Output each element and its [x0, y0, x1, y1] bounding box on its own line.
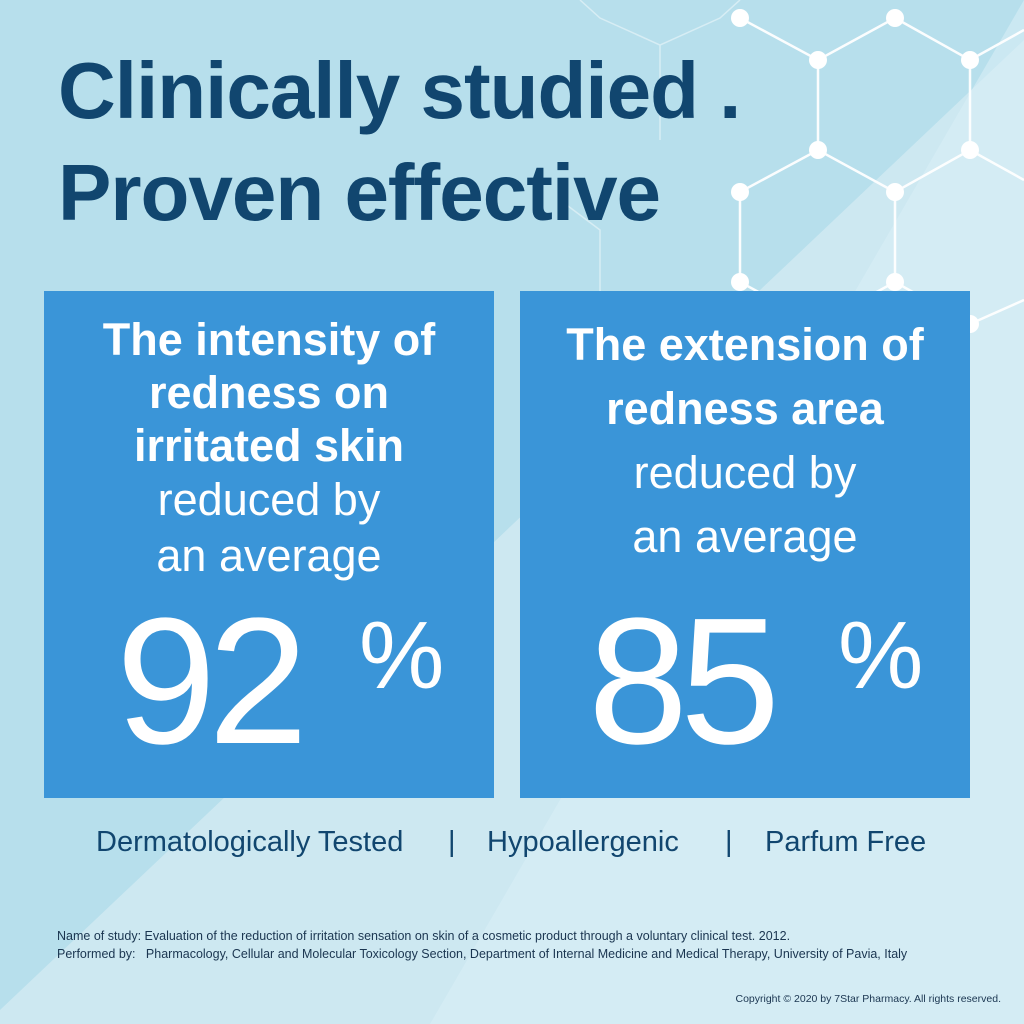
- feature-item: Dermatologically Tested: [96, 826, 404, 858]
- card-bold-line: redness on: [148, 367, 390, 418]
- card-bold-line: irritated skin: [133, 420, 405, 471]
- stat-unit: %: [838, 602, 924, 709]
- stat-value-wrapper-extension: 85 %: [520, 291, 970, 798]
- stat-card-extension: The extension of redness area reduced by…: [520, 291, 970, 798]
- study-performer: Performed by: Pharmacology, Cellular and…: [57, 947, 908, 961]
- stat-value: 92: [116, 581, 308, 782]
- feature-separator: |: [725, 826, 733, 858]
- feature-item: Parfum Free: [765, 826, 927, 858]
- card-light-line: reduced by: [157, 474, 381, 525]
- feature-separator: |: [448, 826, 456, 858]
- stat-unit: %: [359, 602, 445, 709]
- card-light-line: reduced by: [633, 447, 857, 498]
- copyright-notice: Copyright © 2020 by 7Star Pharmacy. All …: [735, 993, 1002, 1005]
- card-light-line: an average: [632, 511, 858, 562]
- card-light-line: an average: [156, 530, 382, 581]
- study-name: Name of study: Evaluation of the reducti…: [57, 929, 791, 943]
- feature-item: Hypoallergenic: [487, 826, 679, 858]
- stat-card-intensity: The intensity of redness on irritated sk…: [44, 291, 494, 798]
- study-footnote: Name of study: Evaluation of the reducti…: [57, 927, 907, 963]
- card-bold-line: redness area: [606, 383, 884, 434]
- headline-line-1: Clinically studied .: [58, 46, 741, 135]
- stat-value: 85: [588, 581, 780, 782]
- stat-card-description: The extension of redness area reduced by…: [520, 313, 970, 569]
- card-bold-line: The intensity of: [102, 314, 436, 365]
- feature-list: Dermatologically Tested | Hypoallergenic…: [0, 826, 1024, 866]
- headline-line-2: Proven effective: [58, 148, 661, 237]
- card-bold-line: The extension of: [566, 319, 924, 370]
- page-title: Clinically studied . Proven effective: [58, 40, 741, 244]
- stat-card-description: The intensity of redness on irritated sk…: [44, 313, 494, 584]
- stat-value-wrapper-intensity: 92 %: [44, 291, 494, 798]
